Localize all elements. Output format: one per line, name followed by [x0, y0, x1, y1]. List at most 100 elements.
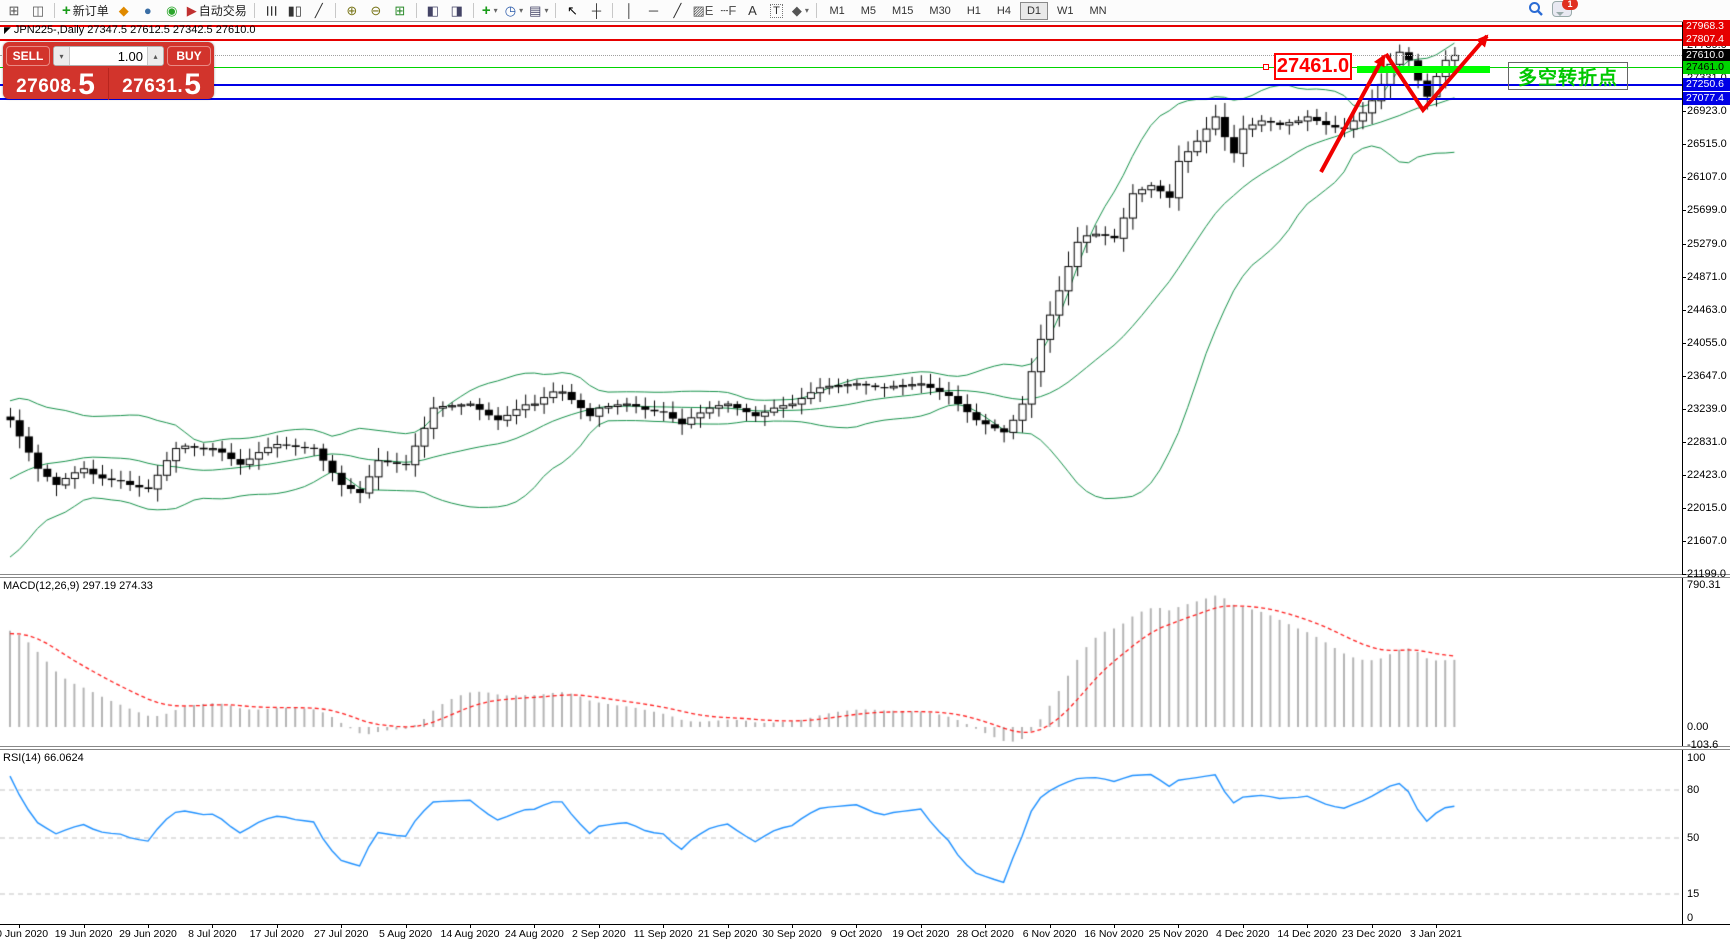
tile-windows-icon[interactable]: ⊞: [394, 2, 406, 18]
price-line-27610.0[interactable]: [0, 54, 1682, 56]
add-indicator-button[interactable]: + ▾: [481, 2, 498, 19]
price-line-27461.0[interactable]: [0, 66, 1682, 68]
turning-point-label[interactable]: 多空转折点: [1508, 62, 1628, 90]
toolbar-separator: [555, 3, 557, 18]
chart-title: ◤ JPN225-,Daily 27347.5 27612.5 27342.5 2…: [4, 24, 256, 36]
search-icon[interactable]: [1528, 1, 1544, 17]
candlestick-chart-icon[interactable]: ▮▯: [287, 2, 302, 18]
volume-decrease-button[interactable]: ▾: [54, 47, 70, 65]
price-tick-label: 26107.0: [1687, 171, 1727, 184]
level-label-anchor[interactable]: [1263, 64, 1269, 70]
arrange-windows-icon[interactable]: ◧: [426, 2, 439, 18]
auto-trading-button[interactable]: ▶ 自动交易: [186, 2, 247, 19]
indicators-cube-icon[interactable]: ◆: [118, 2, 129, 18]
toolbar-separator: [472, 3, 474, 18]
timeframe-m1[interactable]: M1: [829, 4, 845, 17]
price-label-27968.3: 27968.3: [1683, 19, 1730, 33]
rsi-axis-label: 15: [1687, 888, 1700, 900]
chart-symbol-icon: ◤: [4, 25, 11, 35]
buy-button[interactable]: BUY: [167, 46, 211, 66]
chart-profile-icon[interactable]: ◫: [31, 2, 45, 18]
price-line-27077.4[interactable]: [0, 97, 1682, 100]
equidistant-channel-tool[interactable]: ▨E: [692, 2, 714, 18]
timeframe-m15[interactable]: M15: [892, 4, 914, 17]
volume-input[interactable]: 1.00: [117, 48, 143, 64]
price-tick-label: 21199.0: [1687, 568, 1726, 580]
text-tool[interactable]: A: [748, 3, 757, 18]
trendline-tool[interactable]: ╱: [673, 2, 682, 18]
sell-price[interactable]: 27608. 5: [3, 68, 109, 100]
line-chart-icon[interactable]: ╱: [314, 2, 323, 18]
rsi-label: RSI(14) 66.0624: [3, 752, 84, 764]
toolbar-separator: [415, 3, 417, 18]
arrows-tool[interactable]: ◆ ▾: [791, 2, 809, 18]
new-chart-icon[interactable]: ⊞: [8, 2, 20, 18]
price-tick-mark: [1682, 277, 1686, 278]
toolbar-separator: [54, 3, 55, 18]
rsi-axis-label: 100: [1687, 752, 1706, 764]
zoom-in-icon[interactable]: ⊕: [346, 2, 358, 18]
price-tick-label: 22015.0: [1687, 502, 1727, 514]
toolbar-separator: [334, 3, 336, 18]
price-label-27461.0: 27461.0: [1683, 61, 1730, 75]
fibonacci-tool[interactable]: ┄F: [720, 2, 737, 18]
price-tick-label: 24463.0: [1687, 304, 1727, 316]
chart-canvas[interactable]: [0, 22, 1730, 944]
zoom-out-icon[interactable]: ⊖: [370, 2, 382, 18]
notification-badge: 1: [1562, 0, 1578, 10]
macd-axis-label: 790.31: [1687, 578, 1721, 591]
text-label-tool[interactable]: T: [765, 2, 787, 20]
rsi-axis-label: 50: [1687, 832, 1700, 844]
cascade-windows-icon[interactable]: ◨: [450, 2, 463, 18]
price-label-27807.4: 27807.4: [1683, 33, 1730, 46]
price-tick-label: 22831.0: [1687, 436, 1727, 448]
templates-button[interactable]: ▤ ▾: [529, 2, 549, 18]
price-tick-label: 23239.0: [1687, 403, 1727, 415]
market-watch-icon[interactable]: ●: [143, 3, 152, 18]
timeframe-mn[interactable]: MN: [1089, 4, 1107, 17]
macd-axis-label: -103.6: [1687, 739, 1719, 751]
rsi-axis-label: 0: [1687, 912, 1694, 924]
vertical-line-tool[interactable]: │: [625, 3, 634, 18]
price-line-27807.4[interactable]: [0, 38, 1682, 41]
crosshair-tool[interactable]: ┼: [591, 3, 602, 18]
main-toolbar: ⊞ ◫ + 新订单 ◆ ● ◉ ▶ 自动交易 ☰ ▮▯ ╱ ⊕ ⊖ ⊞ ◧ ◨ + ▾ ◷ ▾ ▤ ▾ ↖ ┼ │ ─ ╱ ▨E ┄F A T…: [0, 0, 1730, 22]
new-order-button[interactable]: + 新订单: [62, 2, 109, 19]
price-tick-mark: [1682, 210, 1686, 212]
timeframe-m5[interactable]: M5: [860, 4, 876, 17]
bar-chart-icon[interactable]: ☰: [263, 4, 279, 17]
timeframe-m30[interactable]: M30: [929, 4, 951, 17]
timeframe-h1[interactable]: H1: [966, 4, 981, 17]
price-line-27250.6[interactable]: [0, 83, 1682, 86]
macd-axis-label: 0.00: [1687, 721, 1709, 733]
volume-control: ▾ 1.00 ▴: [53, 46, 164, 66]
notifications-icon[interactable]: 1: [1552, 0, 1578, 17]
bid-ask-prices: 27608. 5 27631. 5: [3, 68, 214, 100]
price-tick-mark: [1682, 343, 1686, 344]
volume-increase-button[interactable]: ▴: [147, 47, 163, 65]
price-tick-label: 25279.0: [1687, 238, 1727, 250]
toolbar-separator: [612, 3, 614, 18]
price-tick-label: 25699.0: [1687, 204, 1727, 217]
price-tick-mark: [1682, 310, 1686, 311]
periods-button[interactable]: ◷ ▾: [504, 2, 524, 18]
price-label-27077.4: 27077.4: [1683, 92, 1730, 106]
price-tick-mark: [1682, 442, 1686, 443]
price-tick-mark: [1682, 144, 1686, 146]
macd-label: MACD(12,26,9) 297.19 274.33: [3, 580, 153, 592]
level-price-label[interactable]: 27461.0: [1274, 53, 1352, 80]
signals-icon[interactable]: ◉: [166, 2, 178, 18]
timeframe-w1[interactable]: W1: [1057, 4, 1074, 17]
price-tick-mark: [1682, 508, 1686, 509]
horizontal-line-tool[interactable]: ─: [648, 3, 659, 18]
price-line-27968.3[interactable]: [0, 25, 1682, 28]
price-tick-label: 26515.0: [1687, 138, 1727, 151]
sell-button[interactable]: SELL: [6, 46, 50, 66]
price-tick-mark: [1682, 376, 1686, 377]
price-tick-mark: [1682, 409, 1686, 410]
timeframe-d1[interactable]: D1: [1019, 1, 1048, 20]
cursor-tool[interactable]: ↖: [567, 2, 578, 18]
price-tick-mark: [1682, 111, 1686, 113]
buy-price[interactable]: 27631. 5: [122, 68, 201, 101]
timeframe-h4[interactable]: H4: [996, 4, 1011, 17]
